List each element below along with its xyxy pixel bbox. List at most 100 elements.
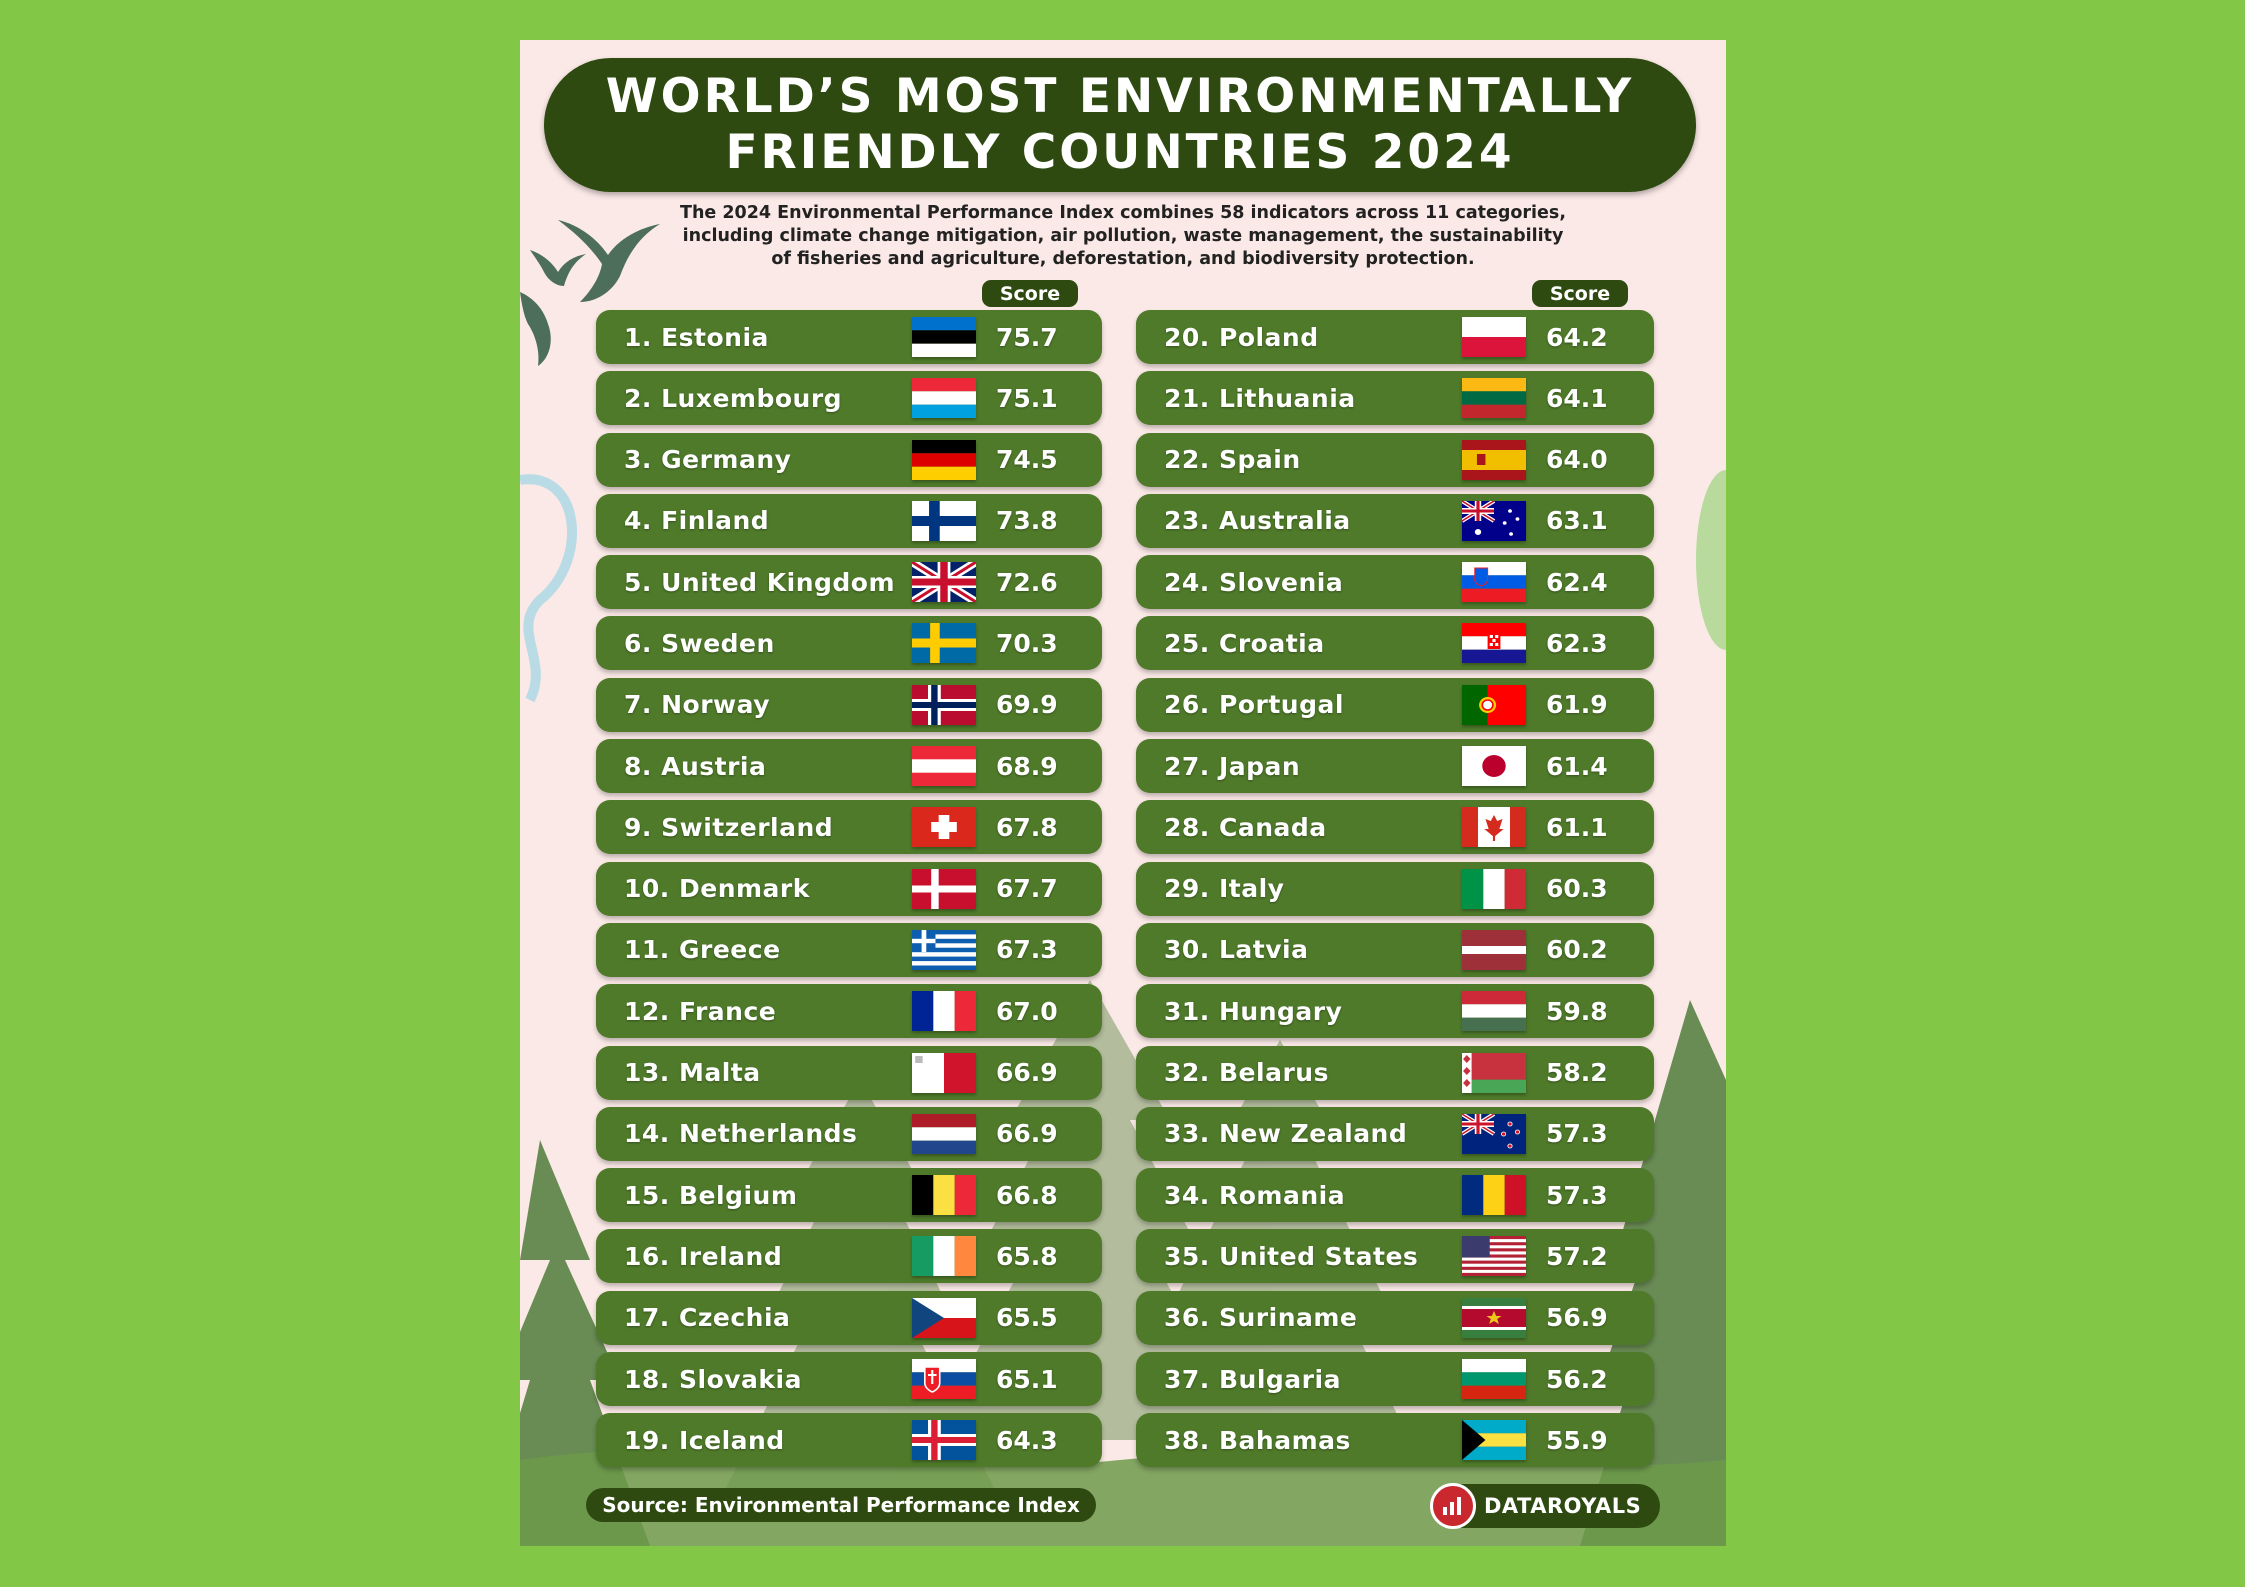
score-value: 61.9 — [1546, 690, 1608, 720]
table-row: 29. Italy 60.3 — [1136, 861, 1654, 916]
poland-flag-icon — [1462, 317, 1526, 357]
country-label: 34. Romania — [1164, 1180, 1346, 1210]
country-label: 37. Bulgaria — [1164, 1364, 1341, 1394]
table-row: 5. United Kingdom 72.6 — [596, 555, 1102, 610]
sweden-flag-icon — [912, 623, 976, 664]
country-label: 13. Malta — [624, 1058, 761, 1088]
country-label: 7. Norway — [624, 690, 771, 720]
table-row: 9. Switzerland 67.8 — [596, 800, 1102, 855]
table-row: 22. Spain 64.0 — [1136, 432, 1654, 487]
score-value: 64.2 — [1546, 322, 1608, 352]
table-row: 19. Iceland 64.3 — [596, 1413, 1102, 1468]
country-label: 23. Australia — [1164, 506, 1351, 536]
country-label: 29. Italy — [1164, 874, 1285, 904]
score-value: 73.8 — [996, 506, 1058, 536]
score-value: 65.1 — [996, 1364, 1058, 1394]
score-value: 64.0 — [1546, 445, 1608, 475]
ranking-column-right: 20. Poland 64.2 21. Lithuania 64.1 22. Spain… — [1136, 310, 1654, 1475]
slovenia-flag-icon — [1462, 562, 1526, 603]
score-value: 75.7 — [996, 322, 1058, 352]
score-value: 69.9 — [996, 690, 1058, 720]
japan-flag-icon — [1462, 746, 1526, 787]
suriname-flag-icon — [1462, 1297, 1526, 1338]
source-label: Source: Environmental Performance Index — [586, 1488, 1096, 1522]
score-value: 57.2 — [1546, 1241, 1608, 1271]
score-value: 59.8 — [1546, 996, 1608, 1026]
score-value: 55.9 — [1546, 1425, 1608, 1455]
table-row: 33. New Zealand 57.3 — [1136, 1106, 1654, 1161]
table-row: 25. Croatia 62.3 — [1136, 616, 1654, 671]
score-value: 66.9 — [996, 1058, 1058, 1088]
country-label: 33. New Zealand — [1164, 1119, 1408, 1149]
table-row: 35. United States 57.2 — [1136, 1229, 1654, 1284]
lithuania-flag-icon — [1462, 378, 1526, 419]
table-row: 18. Slovakia 65.1 — [596, 1352, 1102, 1407]
hungary-flag-icon — [1462, 991, 1526, 1032]
ireland-flag-icon — [912, 1236, 976, 1277]
table-row: 1. Estonia 75.7 — [596, 310, 1102, 364]
score-value: 64.1 — [1546, 383, 1608, 413]
country-label: 21. Lithuania — [1164, 383, 1356, 413]
estonia-flag-icon — [912, 317, 976, 357]
romania-flag-icon — [1462, 1175, 1526, 1216]
italy-flag-icon — [1462, 868, 1526, 909]
subtitle-line-1: The 2024 Environmental Performance Index… — [680, 203, 1566, 223]
belgium-flag-icon — [912, 1175, 976, 1216]
score-value: 66.9 — [996, 1119, 1058, 1149]
score-value: 65.5 — [996, 1303, 1058, 1333]
country-label: 10. Denmark — [624, 874, 810, 904]
table-row: 30. Latvia 60.2 — [1136, 922, 1654, 977]
table-row: 34. Romania 57.3 — [1136, 1168, 1654, 1223]
infographic-poster: WORLD’S MOST ENVIRONMENTALLY FRIENDLY CO… — [520, 40, 1726, 1546]
country-label: 8. Austria — [624, 751, 767, 781]
score-value: 70.3 — [996, 628, 1058, 658]
bird-icon — [520, 220, 660, 366]
new-zealand-flag-icon — [1462, 1113, 1526, 1154]
table-row: 27. Japan 61.4 — [1136, 739, 1654, 794]
score-value: 65.8 — [996, 1241, 1058, 1271]
river-curve — [520, 474, 577, 703]
score-value: 62.4 — [1546, 567, 1608, 597]
country-label: 9. Switzerland — [624, 812, 834, 842]
score-value: 67.0 — [996, 996, 1058, 1026]
belarus-flag-icon — [1462, 1052, 1526, 1093]
score-value: 60.3 — [1546, 874, 1608, 904]
score-value: 58.2 — [1546, 1058, 1608, 1088]
ranking-column-left: 1. Estonia 75.7 2. Luxembourg 75.1 3. German… — [596, 310, 1102, 1475]
country-label: 5. United Kingdom — [624, 567, 896, 597]
score-value: 57.3 — [1546, 1180, 1608, 1210]
canada-flag-icon — [1462, 807, 1526, 848]
title-banner: WORLD’S MOST ENVIRONMENTALLY FRIENDLY CO… — [544, 58, 1696, 192]
table-row: 8. Austria 68.9 — [596, 739, 1102, 794]
spain-flag-icon — [1462, 439, 1526, 480]
switzerland-flag-icon — [912, 807, 976, 848]
portugal-flag-icon — [1462, 684, 1526, 725]
country-label: 35. United States — [1164, 1241, 1419, 1271]
score-value: 67.8 — [996, 812, 1058, 842]
score-value: 56.2 — [1546, 1364, 1608, 1394]
table-row: 37. Bulgaria 56.2 — [1136, 1352, 1654, 1407]
title-line-2: FRIENDLY COUNTRIES 2024 — [725, 125, 1515, 180]
country-label: 32. Belarus — [1164, 1058, 1329, 1088]
score-value: 62.3 — [1546, 628, 1608, 658]
netherlands-flag-icon — [912, 1113, 976, 1154]
finland-flag-icon — [912, 500, 976, 541]
country-label: 2. Luxembourg — [624, 383, 843, 413]
slovakia-flag-icon — [912, 1359, 976, 1400]
score-value: 67.3 — [996, 935, 1058, 965]
country-label: 14. Netherlands — [624, 1119, 858, 1149]
country-label: 24. Slovenia — [1164, 567, 1344, 597]
score-value: 57.3 — [1546, 1119, 1608, 1149]
country-label: 20. Poland — [1164, 322, 1319, 352]
country-label: 3. Germany — [624, 445, 792, 475]
table-row: 31. Hungary 59.8 — [1136, 984, 1654, 1039]
table-row: 6. Sweden 70.3 — [596, 616, 1102, 671]
country-label: 11. Greece — [624, 935, 781, 965]
country-label: 27. Japan — [1164, 751, 1301, 781]
country-label: 30. Latvia — [1164, 935, 1309, 965]
country-label: 36. Suriname — [1164, 1303, 1358, 1333]
subtitle: The 2024 Environmental Performance Index… — [670, 202, 1576, 271]
score-value: 72.6 — [996, 567, 1058, 597]
country-label: 17. Czechia — [624, 1303, 791, 1333]
austria-flag-icon — [912, 746, 976, 787]
